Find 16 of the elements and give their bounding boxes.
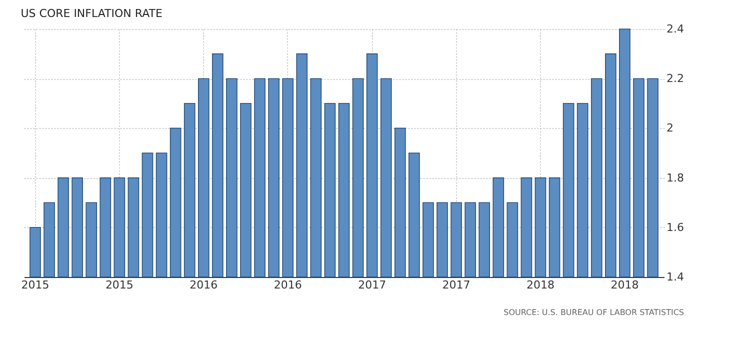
x-tick-label: 2016 (190, 278, 218, 292)
x-tick-label: 2015 (105, 278, 134, 292)
x-tick-label: 2015 (21, 278, 50, 292)
y-tick-label: 2.2 (666, 72, 684, 86)
source-note: SOURCE: U.S. BUREAU OF LABOR STATISTICS (504, 308, 684, 317)
x-tick-label: 2018 (610, 278, 639, 292)
y-tick-label: 1.8 (666, 171, 684, 184)
y-tick-label: 2.4 (666, 22, 684, 36)
y-tick-label: 2 (666, 122, 674, 135)
x-tick-label: 2016 (274, 278, 302, 292)
x-tick-label: 2018 (526, 278, 554, 292)
x-tick-label: 2017 (442, 278, 470, 292)
x-tick-label: 2017 (358, 278, 386, 292)
chart-title: US CORE INFLATION RATE (20, 7, 162, 20)
y-tick-label: 1.4 (666, 270, 684, 284)
y-tick-label: 1.6 (666, 220, 684, 234)
